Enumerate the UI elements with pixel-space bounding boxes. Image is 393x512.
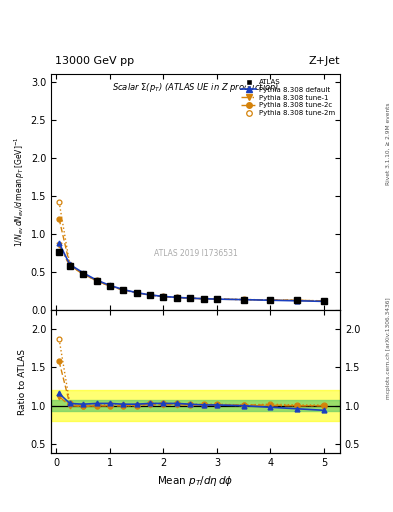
Text: Scalar $\Sigma$(p$_T$) (ATLAS UE in Z production): Scalar $\Sigma$(p$_T$) (ATLAS UE in Z pr… [112, 81, 279, 94]
Text: mcplots.cern.ch [arXiv:1306.3436]: mcplots.cern.ch [arXiv:1306.3436] [386, 297, 391, 399]
Text: Z+Jet: Z+Jet [309, 55, 340, 66]
Y-axis label: Ratio to ATLAS: Ratio to ATLAS [18, 349, 27, 415]
X-axis label: Mean $p_T/d\eta\,d\phi$: Mean $p_T/d\eta\,d\phi$ [157, 474, 234, 487]
Text: Rivet 3.1.10, ≥ 2.9M events: Rivet 3.1.10, ≥ 2.9M events [386, 102, 391, 185]
Text: ATLAS 2019 I1736531: ATLAS 2019 I1736531 [154, 249, 237, 258]
Legend: ATLAS, Pythia 8.308 default, Pythia 8.308 tune-1, Pythia 8.308 tune-2c, Pythia 8: ATLAS, Pythia 8.308 default, Pythia 8.30… [239, 78, 336, 117]
Bar [51, 391, 340, 421]
Y-axis label: $1/N_{ev}\,dN_{ev}/d\,\mathrm{mean}\,p_T\,[\mathrm{GeV}]^{-1}$: $1/N_{ev}\,dN_{ev}/d\,\mathrm{mean}\,p_T… [12, 137, 27, 247]
Text: 13000 GeV pp: 13000 GeV pp [55, 55, 134, 66]
Bar [51, 400, 340, 411]
